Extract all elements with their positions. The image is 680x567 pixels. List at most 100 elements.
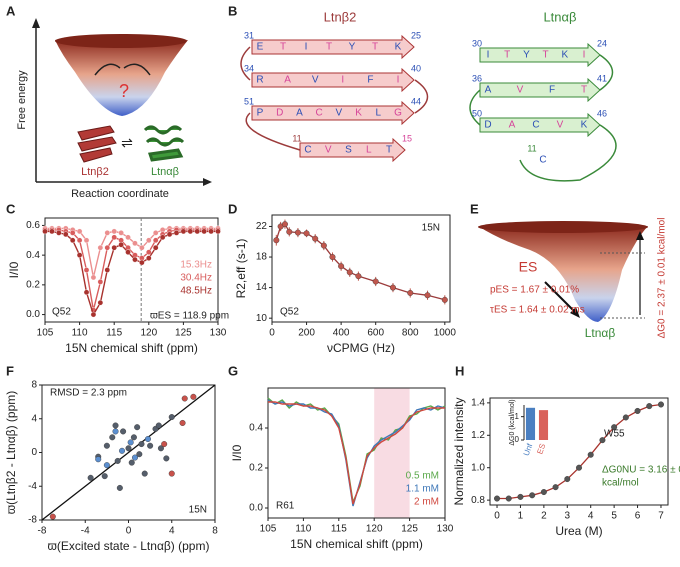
data-point	[147, 442, 154, 449]
data-point	[87, 474, 94, 481]
panel-letter: F	[6, 363, 14, 378]
residue: C	[539, 155, 546, 166]
residue: T	[581, 85, 587, 96]
plot-frame	[271, 214, 451, 323]
y-tick-label: 0	[515, 435, 520, 444]
y-tick-label: 0.2	[249, 463, 263, 474]
ltnb2-ribbon	[77, 125, 117, 163]
y-tick-label: 1.0	[471, 462, 485, 473]
residue: V	[312, 75, 319, 86]
x-tick-label: 130	[437, 524, 454, 535]
x-tick-label: 4	[169, 526, 175, 537]
population: pES = 1.67 ± 0.01%	[490, 285, 579, 296]
data-point	[56, 230, 62, 236]
residue-number: 30	[472, 38, 482, 48]
y-tick-label: 0.4	[249, 423, 263, 434]
residue: D	[484, 120, 491, 131]
x-tick-label: 800	[402, 328, 419, 339]
residue-number: 25	[411, 30, 421, 40]
data-point	[104, 230, 111, 236]
data-point	[109, 434, 116, 441]
panel-letter: E	[470, 201, 479, 216]
energy-label: ΔG0 = 2.37 ± 0.01 kcal/mol	[657, 218, 668, 339]
residue-number: 15	[402, 133, 412, 143]
highlight-region	[374, 388, 410, 518]
x-tick-label: 115	[106, 328, 122, 339]
residue: I	[487, 50, 490, 61]
residue-number: 36	[472, 73, 482, 83]
residue: V	[517, 85, 524, 96]
residue: F	[549, 85, 555, 96]
y-tick-label: 0.6	[26, 220, 40, 231]
data-point	[552, 484, 559, 491]
question-mark: ?	[119, 81, 129, 101]
data-point	[599, 437, 606, 444]
data-point	[634, 407, 641, 414]
residue: Y	[523, 50, 530, 61]
axis-label: Reaction coordinate	[71, 188, 169, 200]
data-point	[103, 442, 110, 449]
data-point	[303, 230, 310, 237]
data-point	[90, 311, 97, 318]
data-point	[111, 244, 117, 251]
annotation: R61	[276, 501, 295, 512]
x-tick-label: 600	[367, 328, 384, 339]
residue: C	[532, 120, 539, 131]
data-point	[564, 476, 571, 483]
y-tick-label: -4	[28, 481, 37, 492]
data-point	[441, 296, 448, 303]
data-point	[181, 395, 188, 402]
data-point	[76, 228, 83, 235]
energy-funnel	[55, 40, 188, 116]
legend-entry: 0.5 mM	[406, 471, 439, 482]
data-point	[201, 228, 207, 235]
panel-e: ES pES = 1.67 ± 0.01% τES = 1.64 ± 0.02 …	[478, 218, 668, 340]
x-tick-label: -8	[38, 526, 47, 537]
loop	[469, 54, 617, 182]
data-point	[114, 457, 121, 464]
residue: Y	[349, 42, 356, 53]
data-point	[132, 240, 138, 247]
x-tick-label: 110	[72, 328, 88, 339]
data-point	[611, 424, 618, 431]
residue: A	[485, 85, 492, 96]
funnel-rim	[478, 221, 648, 233]
panel-a: ? ⇌ Ltnβ2 Ltnαβ Free energy Reaction coo…	[16, 18, 212, 200]
loop	[240, 46, 429, 151]
data-point	[130, 434, 137, 441]
x-tick-label: Unf	[522, 442, 535, 458]
residue-number: 41	[597, 73, 607, 83]
ltnab-ribbon	[143, 125, 185, 162]
data-point	[179, 419, 186, 426]
data-point	[69, 237, 76, 244]
beta-strand	[299, 137, 406, 163]
residue: V	[325, 145, 332, 156]
residue: L	[366, 145, 372, 156]
data-point	[145, 255, 152, 261]
arrowhead	[32, 18, 40, 28]
data-point	[83, 289, 90, 296]
data-point	[338, 263, 345, 270]
x-tick-label: 125	[401, 524, 418, 535]
data-point	[157, 445, 164, 452]
transition-arrow	[123, 63, 151, 76]
transition-arrow	[94, 63, 121, 76]
x-tick-label: 105	[37, 328, 54, 339]
y-tick-label: 0.8	[471, 495, 485, 506]
plot-frame	[489, 397, 669, 506]
data-point	[139, 244, 145, 251]
x-tick-label: 105	[260, 524, 277, 535]
data-point	[215, 228, 221, 235]
beta-strand	[479, 77, 601, 103]
topology-title: Ltnαβ	[543, 9, 576, 24]
equilibrium: ⇌	[121, 135, 133, 151]
legend-entry: 30.4Hz	[180, 272, 212, 283]
data-point	[168, 470, 175, 477]
data-point	[118, 241, 124, 248]
arrowhead	[636, 231, 644, 240]
data-point	[424, 292, 431, 299]
data-point	[116, 484, 123, 491]
data-point	[576, 464, 583, 471]
residue: I	[341, 75, 344, 86]
data-point	[134, 424, 141, 431]
